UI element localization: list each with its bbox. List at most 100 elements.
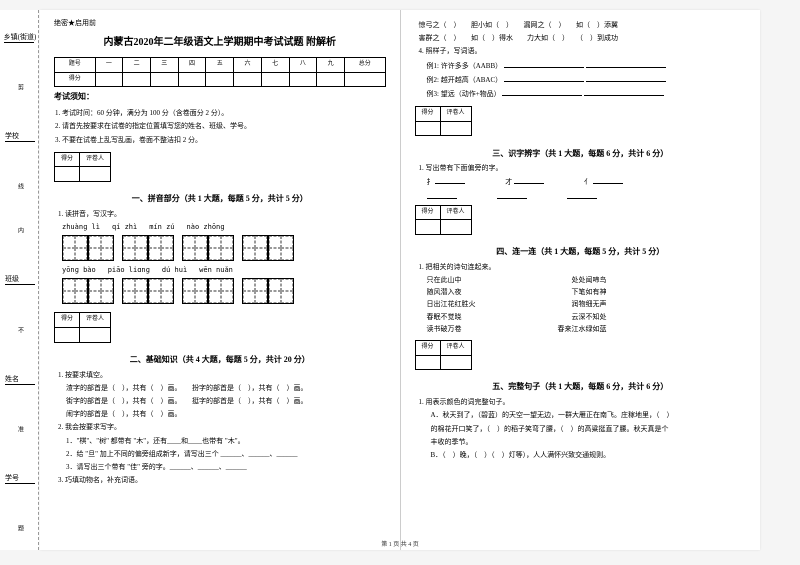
poem-pair: 读书破万卷春来江水绿如蓝 bbox=[427, 324, 607, 335]
binding-number: 学号 bbox=[5, 473, 35, 484]
example-line: 例3: 望远（动作+物品） bbox=[427, 88, 747, 100]
pinyin-item: dú huì bbox=[162, 265, 187, 276]
fill-blank-line: 1．"棋"、"树" 都带有 "木"，还有____和____也带有 "木"。 bbox=[66, 436, 386, 447]
pinyin-item: yōnɡ bào bbox=[62, 265, 96, 276]
char-grid bbox=[122, 278, 148, 304]
score-blank-cell bbox=[206, 72, 234, 87]
binding-name: 姓名 bbox=[5, 374, 35, 385]
char-grid bbox=[242, 235, 268, 261]
binding-no: 不 bbox=[16, 327, 25, 333]
poem-pair: 随风潜入夜下笔如有神 bbox=[427, 287, 607, 298]
poem-pair: 只在此山中处处闻啼鸟 bbox=[427, 275, 607, 286]
char-grid-pair bbox=[62, 278, 114, 304]
fill-blank-line: 渣字的部首是（ ），共有（ ）画。 扮字的部首是（ ），共有（ ）画。 bbox=[66, 383, 386, 394]
pinyin-item: mín zú bbox=[149, 222, 174, 233]
score-table: 题号一二三四五六七八九总分 得分 bbox=[54, 57, 386, 87]
char-grid bbox=[122, 235, 148, 261]
fill-blank-line: 2．给 "旦" 加上不同的偏旁组成新字，请写出三个 ______、______、… bbox=[66, 449, 386, 460]
poem-list: 只在此山中处处闻啼鸟随风潜入夜下笔如有神日出江花红胜火润物细无声春眠不觉晓云深不… bbox=[427, 275, 747, 335]
notice-title: 考试须知： bbox=[54, 91, 386, 104]
poem-pair: 春眠不觉晓云深不知处 bbox=[427, 312, 607, 323]
radical-item: 亻 bbox=[584, 176, 623, 188]
char-grid-pair bbox=[182, 278, 234, 304]
section-4-q1: 1. 把相关的诗句连起来。 bbox=[419, 262, 747, 273]
char-grid bbox=[88, 278, 114, 304]
section-2-q2-label: 2. 我会按要求写字。 bbox=[58, 422, 386, 433]
score-header-cell: 三 bbox=[150, 58, 178, 73]
char-grid bbox=[62, 235, 88, 261]
sentence-line: 丰收的季节。 bbox=[431, 437, 747, 448]
pinyin-item: piāo liɑnɡ bbox=[108, 265, 150, 276]
pinyin-row: yōnɡ bàopiāo liɑnɡdú huìwēn nuǎn bbox=[62, 265, 386, 276]
fill-blank-line: 街字的部首是（ ），共有（ ）画。 挺字的部首是（ ），共有（ ）画。 bbox=[66, 396, 386, 407]
section-2-q4-label: 4. 照样子，写词语。 bbox=[419, 46, 747, 57]
score-blank-cell bbox=[123, 72, 151, 87]
char-grid-pair bbox=[182, 235, 234, 261]
notice-item: 请首先按要求在试卷的指定位置填写您的姓名、班级、学号。 bbox=[62, 121, 386, 132]
radical-item: 才 bbox=[505, 176, 544, 188]
score-blank-cell bbox=[344, 72, 385, 87]
binding-cut: 剪 bbox=[16, 84, 25, 90]
grid-row bbox=[62, 235, 386, 261]
notice-item: 不要在试卷上乱写乱画，卷面不整洁扣 2 分。 bbox=[62, 135, 386, 146]
sentence-line: A．秋天到了，（碧蓝）的天空一望无边，一群大雁正在南飞。庄稼地里，（ ） bbox=[431, 410, 747, 421]
char-grid bbox=[182, 278, 208, 304]
sentence-line: 的棉花开口笑了，（ ）的稻子笑弯了腰，（ ）的高粱挺直了腰。秋天真是个 bbox=[431, 424, 747, 435]
score-blank-cell: 得分 bbox=[55, 72, 96, 87]
score-header-cell: 八 bbox=[289, 58, 317, 73]
score-header-cell: 五 bbox=[206, 58, 234, 73]
binding-dashed-line bbox=[38, 10, 39, 550]
sentence-line: B．（ ）晚，（ ）（ ）灯等），人人满怀兴致交通规则。 bbox=[431, 450, 747, 461]
char-grid-pair bbox=[122, 235, 174, 261]
right-column: 惊弓之（ ） 胆小如（ ） 漏网之（ ） 如（ ）添翼害群之（ ） 如（ ）得水… bbox=[401, 10, 761, 550]
example-line: 例1: 许许多多（AABB） bbox=[427, 60, 747, 72]
notice-item: 考试时间：60 分钟，满分为 100 分（含卷面分 2 分）。 bbox=[62, 108, 386, 119]
char-grid bbox=[62, 278, 88, 304]
score-header-cell: 二 bbox=[123, 58, 151, 73]
char-grid bbox=[148, 235, 174, 261]
binding-school: 学校 bbox=[5, 131, 35, 142]
char-grid-pair bbox=[242, 278, 294, 304]
notice-list: 考试时间：60 分钟，满分为 100 分（含卷面分 2 分）。请首先按要求在试卷… bbox=[62, 108, 386, 146]
poem-pair: 日出江花红胜火润物细无声 bbox=[427, 299, 607, 310]
section-2-title: 二、基础知识（共 4 大题，每题 5 分，共计 20 分） bbox=[54, 354, 386, 367]
binding-inner: 内 bbox=[16, 227, 25, 233]
exam-title: 内蒙古2020年二年级语文上学期期中考试试题 附解析 bbox=[54, 35, 386, 51]
idiom-line: 害群之（ ） 如（ ）得水 力大如（ ） （ ）到成功 bbox=[419, 33, 747, 44]
char-grid bbox=[88, 235, 114, 261]
page-footer: 第 1 页 共 4 页 bbox=[40, 539, 760, 548]
score-blank-cell bbox=[95, 72, 123, 87]
score-header-cell: 总分 bbox=[344, 58, 385, 73]
section-2-q1-label: 1. 按要求填空。 bbox=[58, 370, 386, 381]
binding-answer: 题 bbox=[16, 525, 25, 531]
binding-margin: 乡镇(街道) 剪 学校 线 内 班级 不 姓名 准 学号 题 bbox=[0, 10, 40, 550]
binding-allow: 准 bbox=[16, 426, 25, 432]
score-blank-cell bbox=[178, 72, 206, 87]
pinyin-row: zhuànɡ lìqí zhìmín zúnào zhōnɡ bbox=[62, 222, 386, 233]
score-header-cell: 六 bbox=[234, 58, 262, 73]
section-5-title: 五、完整句子（共 1 大题，每题 6 分，共计 6 分） bbox=[415, 381, 747, 394]
pinyin-item: nào zhōnɡ bbox=[187, 222, 225, 233]
section-1-q1: 1. 读拼音，写汉字。 bbox=[58, 209, 386, 220]
score-header-cell: 四 bbox=[178, 58, 206, 73]
score-header-cell: 九 bbox=[317, 58, 345, 73]
fill-blank-line: 3．请写出三个带有 "佳" 旁的字。______、______、______ bbox=[66, 462, 386, 473]
char-grid-pair bbox=[242, 235, 294, 261]
char-grid bbox=[148, 278, 174, 304]
score-box-4: 得分评卷人 bbox=[415, 205, 472, 235]
section-1-title: 一、拼音部分（共 1 大题，每题 5 分，共计 5 分） bbox=[54, 193, 386, 206]
char-grid-pair bbox=[122, 278, 174, 304]
grid-row bbox=[62, 278, 386, 304]
char-grid bbox=[208, 235, 234, 261]
score-blank-cell bbox=[150, 72, 178, 87]
example-line: 例2: 越开越高（ABAC） bbox=[427, 74, 747, 86]
char-grid bbox=[268, 278, 294, 304]
score-blank-cell bbox=[261, 72, 289, 87]
score-blank-cell bbox=[317, 72, 345, 87]
score-box-5: 得分评卷人 bbox=[415, 340, 472, 370]
char-grid bbox=[208, 278, 234, 304]
char-grid bbox=[182, 235, 208, 261]
score-header-cell: 一 bbox=[95, 58, 123, 73]
section-3-title: 三、识字辨字（共 1 大题，每题 6 分，共计 6 分） bbox=[415, 148, 747, 161]
pinyin-item: qí zhì bbox=[112, 222, 137, 233]
